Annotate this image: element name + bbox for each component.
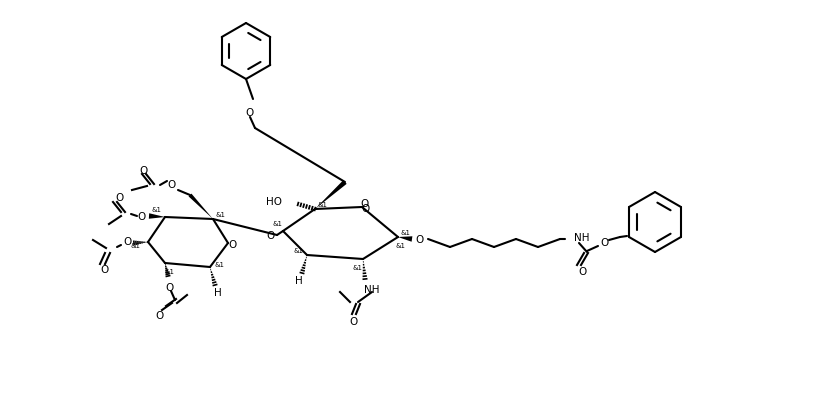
Text: NH: NH (364, 284, 380, 294)
Polygon shape (398, 237, 412, 242)
Text: O: O (349, 316, 358, 326)
Text: &1: &1 (131, 243, 140, 248)
Text: &1: &1 (400, 230, 410, 235)
Text: O: O (101, 264, 109, 274)
Text: O: O (124, 237, 132, 246)
Text: O: O (138, 211, 146, 222)
Text: &1: &1 (273, 220, 283, 226)
Text: O: O (600, 237, 609, 247)
Polygon shape (149, 214, 165, 219)
Text: &1: &1 (216, 211, 226, 217)
Text: H: H (295, 275, 303, 285)
Text: H: H (214, 287, 222, 297)
Text: O: O (115, 192, 124, 202)
Text: &1: &1 (152, 207, 162, 213)
Text: &1: &1 (318, 202, 328, 207)
Polygon shape (314, 181, 346, 209)
Text: &1: &1 (165, 269, 175, 274)
Text: O: O (155, 310, 164, 320)
Text: O: O (415, 234, 424, 244)
Polygon shape (188, 194, 212, 220)
Text: &1: &1 (395, 243, 405, 248)
Text: NH: NH (573, 232, 589, 243)
Text: O: O (579, 266, 586, 276)
Text: O: O (246, 108, 254, 118)
Text: HO: HO (266, 196, 282, 207)
Text: &1: &1 (293, 247, 303, 254)
Text: O: O (228, 239, 237, 249)
Text: O: O (168, 179, 176, 190)
Text: O: O (360, 198, 369, 209)
Text: O: O (140, 166, 148, 175)
Text: O: O (361, 203, 370, 213)
Text: &1: &1 (353, 264, 363, 270)
Text: O: O (166, 282, 174, 292)
Text: &1: &1 (215, 261, 225, 267)
Text: O: O (267, 230, 275, 241)
